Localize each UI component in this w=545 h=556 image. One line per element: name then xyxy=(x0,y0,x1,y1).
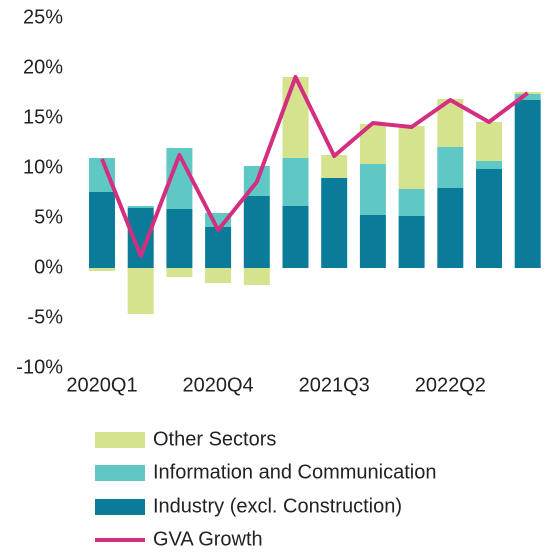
bar-segment xyxy=(321,178,348,268)
bar-segment xyxy=(205,227,232,268)
bar-segment xyxy=(127,206,154,208)
legend-swatch xyxy=(95,499,145,515)
legend-label: Industry (excl. Construction) xyxy=(153,495,402,517)
bar-segment xyxy=(437,147,464,188)
bar-segment xyxy=(243,196,270,268)
y-tick-label: 15% xyxy=(23,106,63,128)
bar-segment xyxy=(398,126,425,189)
bar-segment xyxy=(166,268,193,277)
y-tick-label: 0% xyxy=(34,256,63,278)
bar-segment xyxy=(476,122,502,161)
bar-segment xyxy=(166,209,193,268)
bar-segment xyxy=(205,268,232,283)
legend-swatch xyxy=(95,432,145,448)
bar-segment xyxy=(398,216,425,268)
legend-label: Other Sectors xyxy=(153,428,276,450)
bar-segment xyxy=(514,94,541,100)
y-tick-label: 20% xyxy=(23,56,63,78)
x-tick-label: 2020Q1 xyxy=(66,374,137,396)
x-tick-label: 2021Q3 xyxy=(299,374,370,396)
bar-segment xyxy=(398,189,425,216)
legend-label: Information and Communication xyxy=(153,461,436,483)
x-tick-label: 2020Q4 xyxy=(183,374,254,396)
y-tick-label: 5% xyxy=(34,206,63,228)
bar-segment xyxy=(476,169,502,268)
y-tick-label: -5% xyxy=(27,306,63,328)
bar-segment xyxy=(282,206,309,268)
bar-segment xyxy=(282,158,309,206)
y-tick-label: 25% xyxy=(23,6,63,28)
bar-segment xyxy=(476,161,502,169)
bar-segment xyxy=(127,268,154,314)
bar-segment xyxy=(359,164,386,215)
bar-segment xyxy=(89,268,115,271)
y-tick-label: -10% xyxy=(16,356,63,378)
y-tick-label: 10% xyxy=(23,156,63,178)
bar-segment xyxy=(359,215,386,268)
legend-label: GVA Growth xyxy=(153,528,263,550)
bar-segment xyxy=(321,155,348,178)
bar-segment xyxy=(89,192,115,268)
bar-segment xyxy=(437,188,464,268)
legend-swatch xyxy=(95,465,145,481)
x-tick-label: 2022Q2 xyxy=(415,374,486,396)
line xyxy=(100,75,529,258)
bar-segment xyxy=(282,77,309,158)
bar-segment xyxy=(514,100,541,268)
bar-segment xyxy=(243,268,270,285)
